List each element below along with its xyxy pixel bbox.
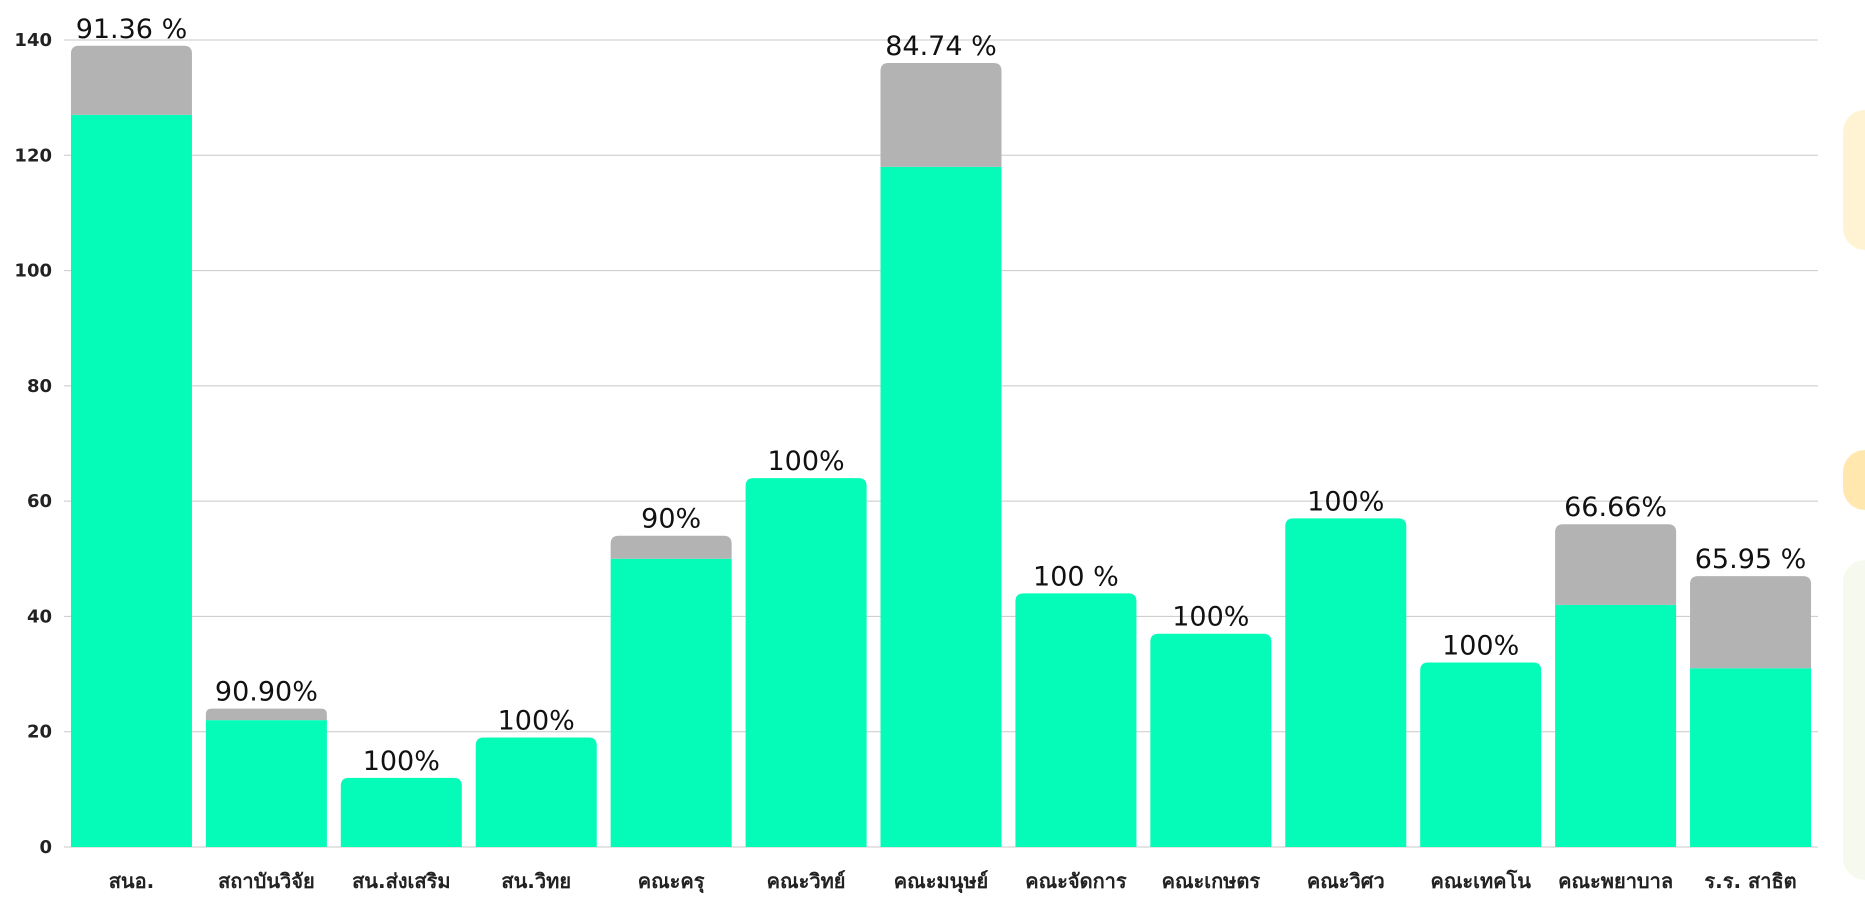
- decorative-shape: [1843, 110, 1865, 250]
- data-label: 90.90%: [215, 677, 318, 708]
- decorative-shape: [1843, 560, 1865, 880]
- data-label: 100%: [498, 705, 575, 736]
- bar-segment: [1420, 662, 1542, 847]
- data-label: 65.95 %: [1695, 544, 1807, 575]
- bar-segment: [1285, 518, 1407, 847]
- data-label: 100%: [1442, 631, 1519, 662]
- y-tick-label: 120: [14, 145, 52, 166]
- y-tick-label: 140: [14, 30, 52, 51]
- data-labels: 91.36 % 90.90% 100% 100% 90% 100% 84.74 % 100 %…: [76, 14, 1807, 777]
- data-label: 100%: [1307, 486, 1384, 517]
- x-tick-label: คณะพยาบาล: [1558, 869, 1673, 893]
- x-tick-label: คณะเกษตร: [1162, 869, 1261, 893]
- data-label: 100 %: [1033, 561, 1119, 592]
- x-tick-label: ร.ร. สาธิต: [1704, 869, 1796, 893]
- bar-segment: [70, 114, 192, 847]
- bar-segment: [1690, 668, 1812, 847]
- x-tick-label: สน.ส่งเสริม: [352, 869, 450, 893]
- bar-segment: [1690, 576, 1812, 669]
- bar-segment: [70, 45, 192, 115]
- data-label: 91.36 %: [76, 14, 188, 45]
- bar-segment: [610, 558, 732, 847]
- bar-segment: [880, 166, 1002, 848]
- x-tick-label: สถาบันวิจัย: [218, 869, 315, 893]
- x-tick-label: คณะมนุษย์: [894, 869, 988, 893]
- data-label: 100%: [767, 446, 844, 477]
- data-label: 84.74 %: [885, 31, 997, 62]
- bar-segment: [880, 63, 1002, 167]
- x-tick-label: คณะครุ: [638, 869, 705, 893]
- decorative-shape: [1843, 450, 1865, 510]
- bar-segment: [205, 720, 327, 847]
- x-axis-tick-labels: สนอ. สถาบันวิจัย สน.ส่งเสริม สน.วิทย คณะครุ ค…: [109, 869, 1797, 894]
- bar-segment: [205, 708, 327, 721]
- x-tick-label: คณะวิศว: [1307, 869, 1385, 893]
- bar-segment: [745, 478, 867, 847]
- y-tick-label: 0: [39, 837, 52, 858]
- x-tick-label: คณะจัดการ: [1025, 869, 1127, 893]
- data-label: 66.66%: [1564, 492, 1667, 523]
- data-label: 100%: [363, 746, 440, 777]
- x-tick-label: คณะวิทย์: [767, 869, 846, 893]
- bar-segment: [1555, 524, 1677, 605]
- bars: [70, 45, 1812, 848]
- x-tick-label: คณะเทคโน: [1430, 869, 1531, 893]
- bar-segment: [475, 737, 597, 847]
- y-tick-label: 80: [27, 376, 52, 397]
- y-tick-label: 20: [27, 722, 52, 743]
- data-label: 100%: [1172, 602, 1249, 633]
- y-axis-tick-labels: 0 20 40 60 80 100 120 140: [14, 30, 52, 858]
- bar-segment: [610, 535, 732, 559]
- bar-segment: [1015, 593, 1137, 847]
- data-label: 90%: [641, 504, 701, 535]
- x-tick-label: สนอ.: [109, 869, 155, 893]
- bar-segment: [340, 777, 462, 847]
- x-tick-label: สน.วิทย: [501, 869, 571, 893]
- y-tick-label: 100: [14, 261, 52, 282]
- y-tick-label: 40: [27, 606, 52, 627]
- bar-segment: [1150, 633, 1272, 847]
- bar-segment: [1555, 604, 1677, 847]
- y-tick-label: 60: [27, 491, 52, 512]
